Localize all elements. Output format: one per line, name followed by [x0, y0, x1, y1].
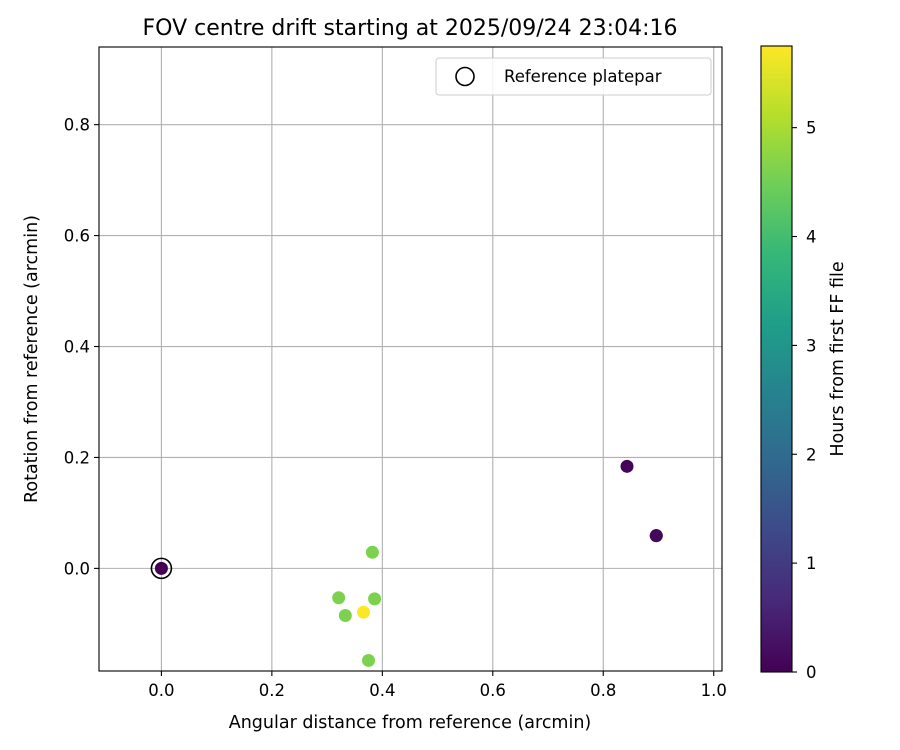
data-point [357, 605, 371, 619]
colorbar-tick-label: 0 [806, 663, 817, 682]
y-axis-ticks: 0.0 0.2 0.4 0.6 0.8 [64, 116, 99, 578]
y-tick-label: 0.0 [64, 559, 90, 578]
colorbar: 0 1 2 3 4 5 Hours from first FF file [760, 45, 848, 682]
reference-marker [150, 557, 173, 580]
data-point [649, 529, 663, 543]
data-point [620, 459, 634, 473]
legend-box [435, 57, 712, 96]
x-axis-label: Angular distance from reference (arcmin) [229, 713, 592, 733]
data-point [368, 592, 382, 606]
colorbar-tick-label: 2 [806, 445, 817, 464]
x-tick-label: 0.4 [369, 681, 395, 700]
colorbar-gradient [761, 46, 792, 672]
grid [99, 47, 722, 671]
data-points [150, 459, 663, 667]
data-point [338, 609, 352, 623]
chart-title: FOV centre drift starting at 2025/09/24 … [143, 16, 678, 41]
legend: Reference platepar [435, 57, 712, 96]
data-point [365, 545, 379, 559]
colorbar-ticks: 0 1 2 3 4 5 [792, 119, 817, 682]
data-point [154, 561, 168, 575]
x-tick-label: 0.2 [259, 681, 285, 700]
y-tick-label: 0.4 [64, 338, 90, 357]
legend-marker-open-circle [455, 66, 475, 87]
y-tick-label: 0.2 [64, 448, 90, 467]
colorbar-tick-label: 5 [806, 119, 817, 138]
x-tick-label: 0.8 [590, 681, 616, 700]
colorbar-tick-label: 3 [806, 336, 817, 355]
data-point [362, 653, 376, 667]
colorbar-tick-label: 4 [806, 228, 817, 247]
y-axis-label: Rotation from reference (arcmin) [22, 215, 42, 503]
y-tick-label: 0.6 [64, 227, 90, 246]
colorbar-tick-label: 1 [806, 554, 817, 573]
colorbar-label: Hours from first FF file [828, 261, 848, 456]
x-tick-label: 1.0 [701, 681, 727, 700]
y-tick-label: 0.8 [64, 116, 90, 135]
plot-area-frame [98, 46, 723, 672]
colorbar-frame [760, 45, 793, 673]
x-tick-label: 0.6 [480, 681, 506, 700]
data-point [332, 591, 346, 605]
x-axis-ticks: 0.0 0.2 0.4 0.6 0.8 1.0 [148, 671, 727, 700]
legend-label: Reference platepar [504, 67, 662, 86]
x-tick-label: 0.0 [148, 681, 174, 700]
